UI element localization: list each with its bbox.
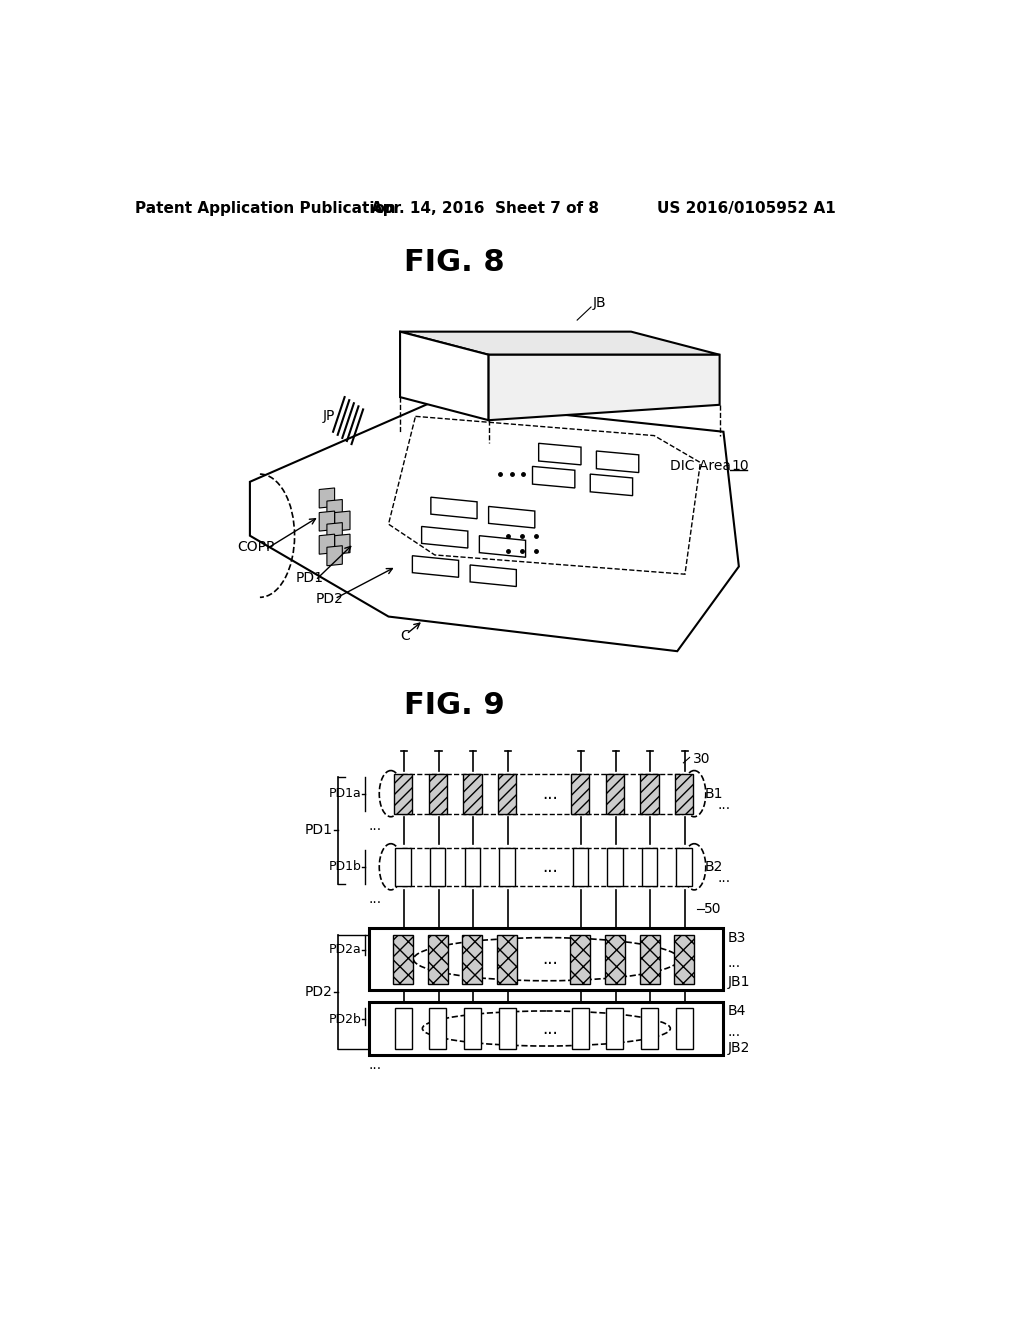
Bar: [430, 847, 445, 886]
Bar: [641, 1007, 658, 1049]
Polygon shape: [479, 536, 525, 557]
Text: DIC Area: DIC Area: [670, 459, 730, 474]
Bar: [428, 935, 447, 983]
Text: 50: 50: [705, 902, 722, 916]
Bar: [607, 847, 623, 886]
Bar: [393, 935, 413, 983]
Text: B4: B4: [727, 1003, 745, 1018]
Polygon shape: [327, 523, 342, 543]
Bar: [676, 1007, 692, 1049]
Text: ...: ...: [717, 871, 730, 886]
Text: ...: ...: [727, 956, 740, 970]
Text: Patent Application Publication: Patent Application Publication: [135, 201, 395, 216]
Polygon shape: [539, 444, 581, 465]
Text: ...: ...: [369, 892, 382, 906]
Bar: [605, 774, 625, 813]
Bar: [572, 847, 588, 886]
Bar: [675, 774, 693, 813]
Text: ...: ...: [369, 818, 382, 833]
Text: B3: B3: [727, 931, 745, 945]
Polygon shape: [431, 498, 477, 519]
Bar: [499, 1007, 515, 1049]
Text: B1: B1: [705, 787, 723, 801]
Text: PD1a: PD1a: [329, 787, 361, 800]
Bar: [640, 774, 658, 813]
Polygon shape: [250, 401, 739, 651]
Bar: [395, 847, 411, 886]
Text: ...: ...: [369, 1057, 382, 1072]
Text: C: C: [400, 628, 410, 643]
Text: PD2: PD2: [315, 591, 343, 606]
Polygon shape: [413, 556, 459, 577]
Text: PD1b: PD1b: [329, 861, 361, 874]
Text: B2: B2: [705, 859, 723, 874]
Text: ...: ...: [727, 1026, 740, 1039]
Bar: [677, 847, 692, 886]
Bar: [464, 1007, 481, 1049]
Polygon shape: [488, 355, 720, 420]
Text: ...: ...: [543, 784, 558, 803]
Text: ...: ...: [543, 858, 558, 875]
Bar: [571, 774, 590, 813]
Polygon shape: [400, 331, 488, 420]
Text: ...: ...: [543, 1019, 558, 1038]
Polygon shape: [470, 565, 516, 586]
Polygon shape: [327, 545, 342, 566]
Polygon shape: [327, 499, 342, 520]
Bar: [463, 935, 482, 983]
Bar: [500, 847, 515, 886]
Text: ...: ...: [543, 950, 558, 968]
Bar: [642, 847, 657, 886]
Text: JB2: JB2: [727, 1040, 750, 1055]
Bar: [606, 1007, 624, 1049]
Bar: [429, 774, 447, 813]
Text: COPP: COPP: [237, 540, 274, 554]
Bar: [674, 935, 694, 983]
Bar: [497, 935, 517, 983]
Bar: [394, 774, 413, 813]
Bar: [370, 928, 724, 990]
Bar: [570, 935, 590, 983]
Text: FIG. 8: FIG. 8: [403, 248, 504, 277]
Bar: [463, 774, 481, 813]
Text: JB1: JB1: [727, 975, 750, 989]
Bar: [370, 1002, 724, 1056]
Bar: [498, 774, 516, 813]
Polygon shape: [488, 507, 535, 528]
Text: ...: ...: [717, 799, 730, 812]
Text: JB: JB: [593, 296, 606, 310]
Text: US 2016/0105952 A1: US 2016/0105952 A1: [657, 201, 836, 216]
Bar: [571, 1007, 589, 1049]
Bar: [394, 1007, 412, 1049]
Polygon shape: [335, 511, 350, 531]
Text: 30: 30: [692, 752, 711, 766]
Bar: [465, 847, 480, 886]
Text: PD1: PD1: [296, 572, 325, 585]
Polygon shape: [532, 466, 574, 488]
Bar: [640, 935, 659, 983]
Text: Apr. 14, 2016  Sheet 7 of 8: Apr. 14, 2016 Sheet 7 of 8: [371, 201, 599, 216]
Polygon shape: [319, 511, 335, 531]
Text: PD1: PD1: [304, 822, 333, 837]
Text: FIG. 9: FIG. 9: [403, 690, 505, 719]
Polygon shape: [319, 535, 335, 554]
Polygon shape: [319, 488, 335, 508]
Polygon shape: [335, 535, 350, 554]
Text: PD2b: PD2b: [329, 1012, 361, 1026]
Polygon shape: [400, 331, 720, 355]
Text: ...: ...: [369, 993, 382, 1006]
Bar: [429, 1007, 446, 1049]
Bar: [605, 935, 625, 983]
Text: PD2a: PD2a: [329, 944, 361, 957]
Polygon shape: [596, 451, 639, 473]
Polygon shape: [422, 527, 468, 548]
Polygon shape: [590, 474, 633, 496]
Text: 10: 10: [731, 459, 749, 474]
Text: PD2: PD2: [304, 985, 333, 998]
Text: JP: JP: [323, 409, 336, 424]
